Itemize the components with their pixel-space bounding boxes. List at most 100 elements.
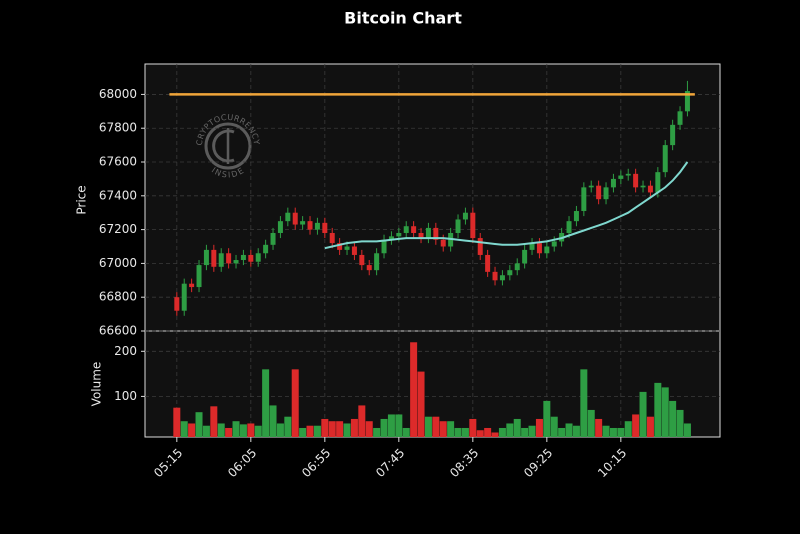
volume-bar bbox=[439, 421, 447, 437]
volume-bar bbox=[432, 416, 440, 437]
volume-bar bbox=[528, 425, 536, 437]
candle-body bbox=[351, 246, 357, 255]
volume-bar bbox=[358, 405, 366, 437]
volume-bar bbox=[484, 427, 492, 437]
volume-bar bbox=[654, 382, 662, 437]
candle-body bbox=[270, 232, 276, 245]
volume-bar bbox=[454, 427, 462, 437]
candle-body bbox=[344, 246, 350, 250]
y-axis-label: Price bbox=[75, 185, 89, 214]
volume-bar bbox=[313, 425, 321, 437]
candle-body bbox=[633, 173, 639, 188]
candle-body bbox=[684, 91, 690, 112]
volume-bar bbox=[262, 369, 270, 437]
volume-bar bbox=[476, 430, 484, 437]
watermark-ring bbox=[204, 122, 252, 170]
volume-bar bbox=[395, 414, 403, 437]
candle-body bbox=[322, 222, 328, 233]
candle-body bbox=[211, 249, 217, 267]
volume-bar bbox=[639, 391, 647, 437]
candle-body bbox=[329, 232, 335, 244]
candle-body bbox=[263, 244, 269, 254]
candle-body bbox=[477, 238, 483, 255]
candle-body bbox=[677, 111, 683, 125]
candle-body bbox=[640, 185, 646, 188]
candle-body bbox=[596, 185, 602, 200]
volume-bar bbox=[410, 342, 418, 437]
candle-body bbox=[388, 236, 394, 240]
candle-body bbox=[485, 254, 491, 272]
volume-bar bbox=[321, 418, 329, 437]
volume-bar bbox=[602, 425, 610, 437]
chart-title: Bitcoin Chart bbox=[344, 9, 462, 28]
candle-body bbox=[285, 212, 291, 222]
candle-body bbox=[203, 249, 209, 266]
volume-bar bbox=[558, 427, 566, 437]
candle-body bbox=[233, 260, 239, 264]
candle-body bbox=[226, 253, 232, 264]
candle-body bbox=[551, 241, 557, 247]
candle-body bbox=[507, 270, 513, 276]
candle-body bbox=[462, 212, 468, 220]
volume-bar bbox=[417, 371, 425, 437]
volume-bar bbox=[239, 424, 247, 437]
watermark-c bbox=[212, 129, 235, 163]
candle-body bbox=[396, 232, 402, 237]
candle-body bbox=[411, 226, 417, 233]
volume-bar bbox=[565, 423, 573, 437]
candle-body bbox=[610, 178, 616, 188]
y-tick-label: 66800 bbox=[99, 290, 137, 304]
candle-body bbox=[647, 185, 653, 193]
candle-body bbox=[196, 265, 202, 288]
volume-axis-label: Volume bbox=[90, 362, 104, 407]
y-tick-label: 67800 bbox=[99, 121, 137, 135]
volume-bar bbox=[180, 421, 188, 437]
candle-body bbox=[366, 265, 372, 271]
candle-body bbox=[499, 275, 505, 281]
volume-bar bbox=[210, 406, 218, 437]
watermark-text: INSIDE bbox=[210, 165, 246, 179]
candle-body bbox=[492, 271, 498, 281]
candle-body bbox=[307, 221, 313, 230]
y-tick-label: 100 bbox=[114, 389, 137, 403]
volume-bar bbox=[247, 423, 255, 437]
y-tick-label: 67000 bbox=[99, 256, 137, 270]
candle-body bbox=[529, 243, 535, 250]
volume-bar bbox=[543, 400, 551, 437]
volume-bar bbox=[276, 423, 284, 437]
volume-bar bbox=[202, 425, 210, 437]
volume-bar bbox=[461, 427, 469, 437]
volume-bar bbox=[506, 423, 514, 437]
candle-body bbox=[255, 253, 261, 262]
volume-bar bbox=[609, 427, 617, 437]
candle-body bbox=[381, 239, 387, 254]
volume-bar bbox=[669, 400, 677, 437]
volume-bar bbox=[195, 412, 203, 437]
volume-bar bbox=[365, 421, 373, 437]
candle-body bbox=[470, 212, 476, 239]
volume-bar bbox=[225, 427, 233, 437]
volume-bar bbox=[424, 416, 432, 437]
volume-bar bbox=[387, 414, 395, 437]
volume-bar bbox=[632, 414, 640, 437]
candle-body bbox=[670, 124, 676, 146]
candle-body bbox=[440, 239, 446, 247]
volume-bar bbox=[373, 427, 381, 437]
candle-body bbox=[403, 226, 409, 233]
volume-bar bbox=[350, 418, 358, 437]
watermark-bottom: INSIDE bbox=[210, 165, 245, 179]
candle-body bbox=[181, 283, 187, 311]
plot-area bbox=[144, 63, 721, 438]
volume-bar bbox=[535, 418, 543, 437]
volume-bar bbox=[380, 418, 388, 437]
volume-bar bbox=[299, 427, 307, 437]
volume-bar bbox=[580, 369, 588, 437]
volume-bar bbox=[232, 421, 240, 437]
volume-bar bbox=[513, 418, 521, 437]
candle-body bbox=[300, 221, 306, 225]
candle-body bbox=[566, 221, 572, 233]
volume-bar bbox=[683, 423, 691, 437]
candle-body bbox=[655, 172, 661, 193]
volume-bar bbox=[328, 421, 336, 437]
y-tick-label: 67600 bbox=[99, 155, 137, 169]
